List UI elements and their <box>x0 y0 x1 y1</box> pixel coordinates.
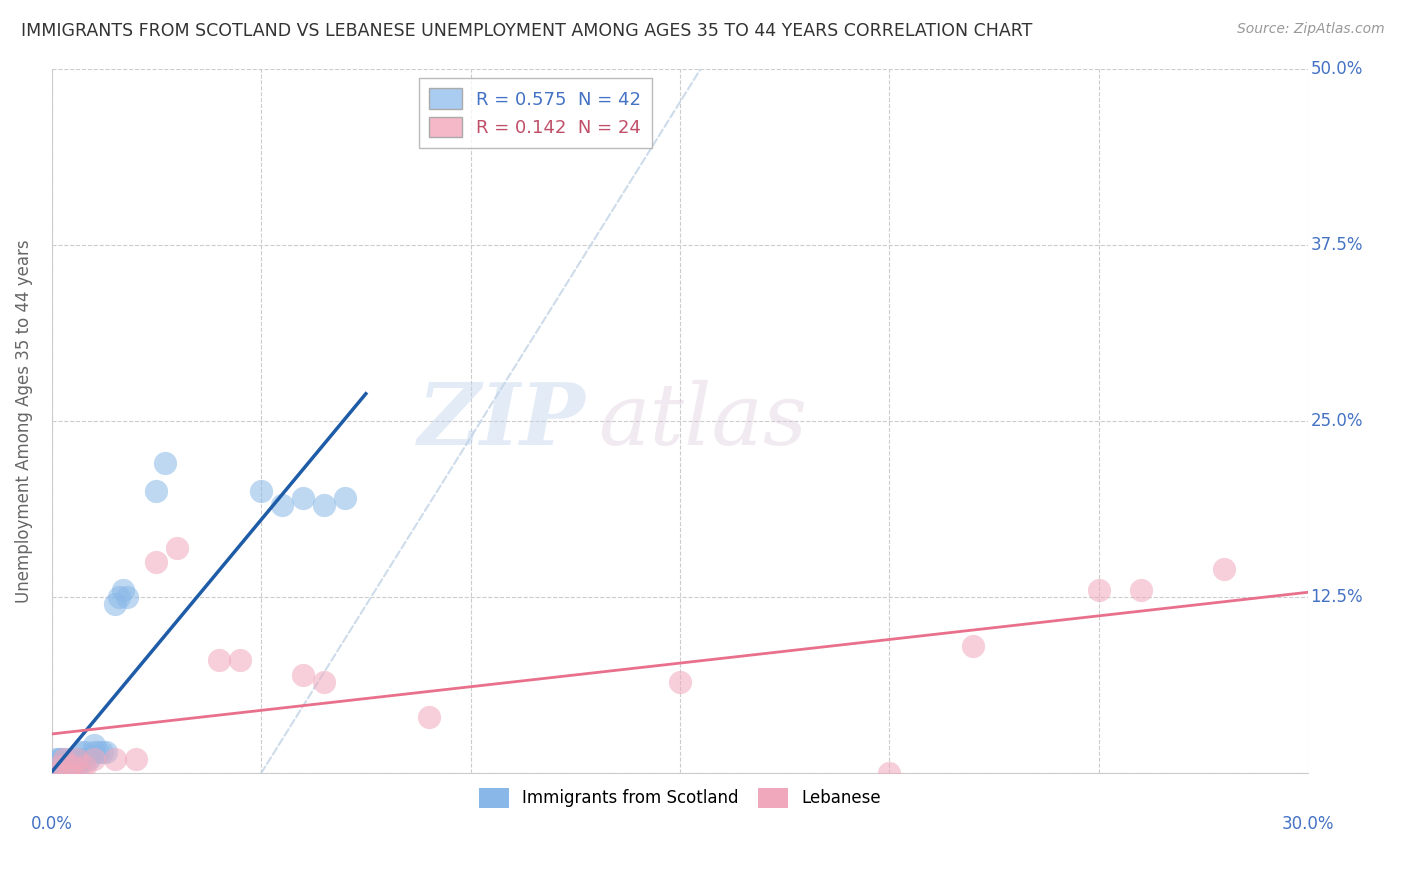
Point <box>53 759 76 773</box>
Point <box>83 745 105 759</box>
Point <box>42 766 65 780</box>
Point <box>62 759 84 773</box>
Point <box>115 590 138 604</box>
Point <box>49 759 72 773</box>
Point <box>45 766 67 780</box>
Point <box>145 484 167 499</box>
Text: atlas: atlas <box>598 380 807 462</box>
Point <box>208 653 231 667</box>
Point <box>70 752 93 766</box>
Point <box>312 499 335 513</box>
Point <box>111 582 134 597</box>
Point <box>153 456 176 470</box>
Text: Source: ZipAtlas.com: Source: ZipAtlas.com <box>1237 22 1385 37</box>
Point <box>62 766 84 780</box>
Point <box>62 766 84 780</box>
Point <box>83 752 105 766</box>
Point <box>75 759 97 773</box>
Point <box>1129 582 1152 597</box>
Text: 0.0%: 0.0% <box>31 815 73 833</box>
Point <box>879 766 901 780</box>
Legend: Immigrants from Scotland, Lebanese: Immigrants from Scotland, Lebanese <box>472 781 889 814</box>
Point <box>66 752 89 766</box>
Point <box>45 766 67 780</box>
Point <box>96 745 118 759</box>
Point <box>87 745 110 759</box>
Text: 25.0%: 25.0% <box>1310 412 1362 430</box>
Point <box>292 667 315 681</box>
Point <box>91 745 114 759</box>
Point <box>53 766 76 780</box>
Point <box>669 674 692 689</box>
Point <box>229 653 252 667</box>
Point <box>66 759 89 773</box>
Point <box>49 752 72 766</box>
Point <box>271 499 294 513</box>
Point <box>292 491 315 506</box>
Point <box>103 597 125 611</box>
Point <box>53 752 76 766</box>
Text: 50.0%: 50.0% <box>1310 60 1362 78</box>
Point <box>58 766 80 780</box>
Point <box>45 752 67 766</box>
Point <box>103 752 125 766</box>
Point <box>66 752 89 766</box>
Text: IMMIGRANTS FROM SCOTLAND VS LEBANESE UNEMPLOYMENT AMONG AGES 35 TO 44 YEARS CORR: IMMIGRANTS FROM SCOTLAND VS LEBANESE UNE… <box>21 22 1032 40</box>
Point <box>70 766 93 780</box>
Point <box>58 759 80 773</box>
Point <box>66 766 89 780</box>
Point <box>75 745 97 759</box>
Point <box>53 752 76 766</box>
Point <box>333 491 356 506</box>
Point <box>312 674 335 689</box>
Text: ZIP: ZIP <box>418 379 586 463</box>
Point <box>1213 562 1236 576</box>
Point <box>79 752 101 766</box>
Point <box>58 766 80 780</box>
Point <box>1087 582 1109 597</box>
Text: 12.5%: 12.5% <box>1310 588 1364 606</box>
Text: 37.5%: 37.5% <box>1310 235 1362 253</box>
Point <box>166 541 188 555</box>
Point <box>49 759 72 773</box>
Point <box>49 766 72 780</box>
Point <box>124 752 146 766</box>
Point <box>962 640 984 654</box>
Point <box>107 590 129 604</box>
Point <box>62 759 84 773</box>
Point <box>145 555 167 569</box>
Point <box>83 738 105 752</box>
Point <box>70 745 93 759</box>
Point <box>75 752 97 766</box>
Point <box>58 752 80 766</box>
Point <box>49 752 72 766</box>
Point <box>45 759 67 773</box>
Y-axis label: Unemployment Among Ages 35 to 44 years: Unemployment Among Ages 35 to 44 years <box>15 239 32 603</box>
Text: 30.0%: 30.0% <box>1282 815 1334 833</box>
Point <box>418 710 440 724</box>
Point <box>250 484 273 499</box>
Point <box>53 766 76 780</box>
